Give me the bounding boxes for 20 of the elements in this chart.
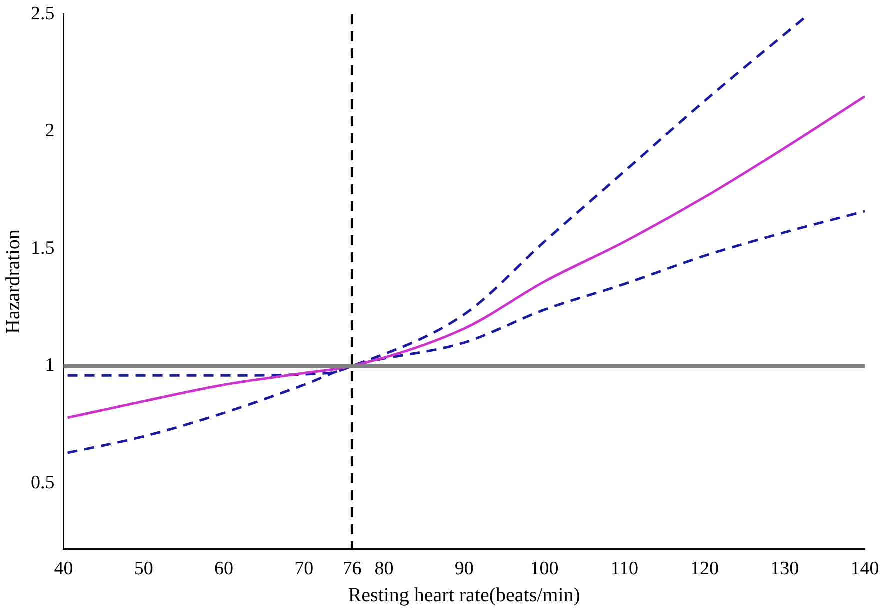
- x-tick-label: 90: [454, 558, 474, 580]
- x-tick-label: 110: [610, 558, 639, 580]
- x-tick-label: 50: [134, 558, 154, 580]
- x-tick-label: 100: [530, 558, 559, 580]
- x-tick-label: 120: [690, 558, 719, 580]
- x-tick-label: 60: [214, 558, 234, 580]
- x-tick-label: 140: [850, 558, 880, 580]
- line-series: [66, 95, 865, 420]
- y-tick-label: 2: [45, 120, 55, 142]
- y-tick-label: 1.5: [31, 238, 55, 259]
- y-tick-label: 0.5: [31, 472, 55, 494]
- y-axis-title: Hazardration: [2, 230, 24, 334]
- x-tick-label: 40: [54, 558, 74, 580]
- x-tick-label: 80: [374, 558, 394, 580]
- y-tick-label: 2.5: [31, 3, 55, 24]
- x-axis-title: Resting heart rate(beats/min): [348, 584, 580, 606]
- x-tick-label: 76: [342, 558, 362, 580]
- x-tick-label: 70: [294, 558, 314, 580]
- x-tick-label: 130: [770, 558, 800, 580]
- y-tick-label: 1: [45, 355, 55, 376]
